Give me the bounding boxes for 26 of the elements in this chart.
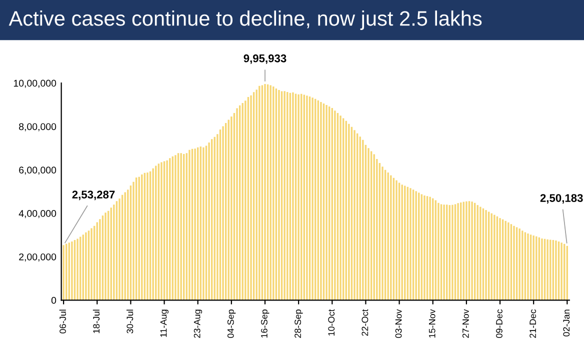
- y-tick-label: 0: [51, 296, 56, 304]
- x-tick-label: 15-Nov: [428, 309, 436, 338]
- y-tick-label: 10,00,000: [14, 80, 56, 88]
- x-tick-label: 16-Sep: [261, 310, 270, 338]
- x-tick-label: 09-Dec: [496, 309, 502, 338]
- x-tick-label: 22-Oct: [362, 309, 368, 336]
- y-tick-label: 4,00,000: [18, 210, 56, 218]
- x-tick-label: 21-Dec: [530, 309, 536, 338]
- y-tick-label: 2,00,000: [19, 253, 56, 262]
- x-tick-label: 27-Nov: [462, 309, 469, 338]
- x-tick-label: 02-Jan: [563, 310, 570, 336]
- x-tick-label: 11-Aug: [160, 310, 168, 337]
- x-tick-label: 04-Sep: [227, 310, 236, 338]
- annotation: 2,50,183: [540, 194, 583, 204]
- x-tick-label: 18-Jul: [92, 310, 100, 334]
- x-tick-label: 28-Sep: [294, 310, 303, 338]
- x-tick-label: 30-Jul: [126, 310, 134, 334]
- x-tick-label: 23-Aug: [194, 310, 202, 338]
- x-tick-label: 10-Oct: [328, 309, 335, 336]
- x-tick-label: 06-Jul: [59, 310, 66, 334]
- y-tick-label: 6,00,000: [19, 166, 56, 175]
- x-tick-label: 03-Nov: [395, 309, 402, 338]
- chart-title: Active cases continue to decline, now just 2.5 lakhs: [8, 10, 482, 30]
- annotation: 9,95,933: [244, 54, 286, 64]
- y-tick-label: 8,00,000: [19, 123, 56, 132]
- annotation: 2,53,287: [72, 190, 115, 200]
